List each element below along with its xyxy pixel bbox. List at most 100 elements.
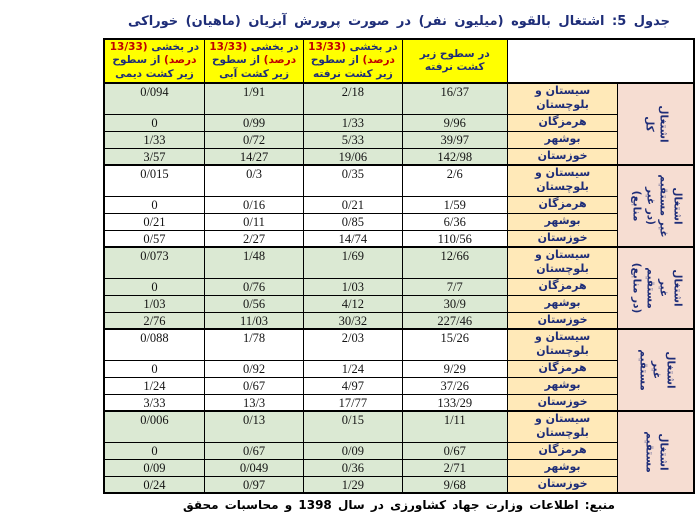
value-cell: 2/6 bbox=[401, 164, 508, 197]
value-cell: 0/16 bbox=[203, 195, 305, 214]
province-cell: هرمزگان bbox=[506, 195, 619, 214]
value-cell: 0/049 bbox=[203, 458, 305, 477]
header-highlight: (13/33 درصد) bbox=[209, 40, 297, 67]
value-cell: 0/24 bbox=[103, 475, 205, 494]
value-cell: 227/46 bbox=[401, 311, 508, 330]
table-row: اشتغال غیر مستقیم (در غیر منابع) سیستان و… bbox=[103, 164, 695, 248]
value-cell: 13/3 bbox=[203, 393, 305, 412]
header-col-part-untilled: در بخشی (13/33 درصد) از سطوح زیر کشت نرف… bbox=[303, 38, 403, 84]
value-cell: 0/094 bbox=[103, 82, 205, 115]
table-row: خوزستان 133/29 17/77 13/3 3/33 bbox=[103, 393, 694, 412]
table-row: بوشهر 6/36 0/85 0/11 0/21 bbox=[103, 212, 694, 231]
value-cell: 15/26 bbox=[401, 328, 508, 361]
value-cell: 0/35 bbox=[303, 164, 403, 197]
value-cell: 0/85 bbox=[303, 212, 403, 231]
province-cell: سیستان و بلوچستان bbox=[506, 246, 619, 279]
value-cell: 0/015 bbox=[103, 164, 205, 197]
value-cell: 133/29 bbox=[401, 393, 508, 412]
value-cell: 0/76 bbox=[203, 277, 305, 296]
table-row: هرمزگان 7/7 1/03 0/76 0 bbox=[103, 277, 694, 296]
value-cell: 0/21 bbox=[303, 195, 403, 214]
value-cell: 0/13 bbox=[203, 410, 305, 443]
value-cell: 1/78 bbox=[203, 328, 305, 361]
value-cell: 1/03 bbox=[303, 277, 403, 296]
row-group-label: اشتغال مستقیم bbox=[643, 431, 670, 473]
table-row: هرمزگان 9/29 1/24 0/92 0 bbox=[103, 359, 694, 378]
value-cell: 7/7 bbox=[401, 277, 508, 296]
province-cell: بوشهر bbox=[506, 376, 619, 395]
province-cell: خوزستان bbox=[506, 393, 619, 412]
table-row: هرمزگان 9/96 1/33 0/99 0 bbox=[103, 113, 694, 132]
value-cell: 0/67 bbox=[401, 441, 508, 460]
header-text: در سطوح زیر کشت نرفته bbox=[419, 47, 490, 73]
table-row: هرمزگان 1/59 0/21 0/16 0 bbox=[103, 195, 694, 214]
value-cell: 1/24 bbox=[303, 359, 403, 378]
value-cell: 12/66 bbox=[401, 246, 508, 279]
value-cell: 0/72 bbox=[203, 130, 305, 149]
province-cell: هرمزگان bbox=[506, 113, 619, 132]
value-cell: 37/26 bbox=[401, 376, 508, 395]
row-group-label: اشتغال غیر مستقیم (در غیر منابع) bbox=[629, 174, 683, 238]
table-row: خوزستان 142/98 19/06 14/27 3/57 bbox=[103, 147, 694, 166]
table-row: اشتغال غیر مستقیم (در منابع) سیستان و بلو… bbox=[103, 246, 695, 330]
province-cell: خوزستان bbox=[506, 229, 619, 248]
province-cell: خوزستان bbox=[506, 311, 619, 330]
value-cell: 30/32 bbox=[303, 311, 403, 330]
value-cell: 19/06 bbox=[303, 147, 403, 166]
value-cell: 1/33 bbox=[303, 113, 403, 132]
row-group-label: اشتغال غیر مستقیم (در منابع) bbox=[629, 262, 683, 314]
header-corner-cell bbox=[506, 38, 695, 84]
value-cell: 30/9 bbox=[401, 294, 508, 313]
province-cell: خوزستان bbox=[506, 147, 619, 166]
value-cell: 3/33 bbox=[103, 393, 205, 412]
row-group-cell-3: اشتغال غیر مستقیم bbox=[617, 328, 695, 412]
value-cell: 2/76 bbox=[103, 311, 205, 330]
table-row: خوزستان 9/68 1/29 0/97 0/24 bbox=[103, 475, 694, 494]
header-text: در بخشی bbox=[147, 40, 200, 53]
value-cell: 0/11 bbox=[203, 212, 305, 231]
value-cell: 0 bbox=[103, 113, 205, 132]
header-text: در بخشی bbox=[346, 40, 398, 53]
value-cell: 0/67 bbox=[203, 441, 305, 460]
value-cell: 0/36 bbox=[303, 458, 403, 477]
value-cell: 9/68 bbox=[401, 475, 508, 494]
row-group-cell-4: اشتغال مستقیم bbox=[617, 410, 695, 494]
row-group-cell-0: اشتغال کل bbox=[617, 82, 695, 166]
value-cell: 0 bbox=[103, 195, 205, 214]
table-row: اشتغال کل سیستان و بلوچستان 16/37 2/18 1/91 0… bbox=[103, 82, 695, 166]
value-cell: 0/3 bbox=[203, 164, 305, 197]
value-cell: 0/92 bbox=[203, 359, 305, 378]
value-cell: 0/97 bbox=[203, 475, 305, 494]
value-cell: 0/09 bbox=[103, 458, 205, 477]
row-group-label: اشتغال غیر مستقیم bbox=[636, 349, 677, 391]
value-cell: 9/29 bbox=[401, 359, 508, 378]
value-cell: 4/12 bbox=[303, 294, 403, 313]
value-cell: 17/77 bbox=[303, 393, 403, 412]
province-cell: هرمزگان bbox=[506, 359, 619, 378]
header-highlight: (13/33 درصد) bbox=[308, 40, 395, 67]
value-cell: 0/21 bbox=[103, 212, 205, 231]
value-cell: 4/97 bbox=[303, 376, 403, 395]
table-row: هرمزگان 0/67 0/09 0/67 0 bbox=[103, 441, 694, 460]
value-cell: 1/24 bbox=[103, 376, 205, 395]
value-cell: 0/56 bbox=[203, 294, 305, 313]
header-text: از سطوح زیر کشت نرفته bbox=[310, 54, 393, 80]
value-cell: 39/97 bbox=[401, 130, 508, 149]
header-col-untilled: در سطوح زیر کشت نرفته bbox=[401, 38, 508, 84]
value-cell: 0/15 bbox=[303, 410, 403, 443]
header-col-part-rainfed: در بخشی (13/33 درصد) از سطوح زیر کشت دیم… bbox=[103, 38, 205, 84]
source-note: منبع: اطلاعات وزارت جهاد کشاورزی در سال … bbox=[183, 498, 615, 513]
value-cell: 1/11 bbox=[401, 410, 508, 443]
row-group-label: اشتغال کل bbox=[643, 105, 670, 143]
row-group-cell-2: اشتغال غیر مستقیم (در منابع) bbox=[617, 246, 695, 330]
value-cell: 2/03 bbox=[303, 328, 403, 361]
province-cell: سیستان و بلوچستان bbox=[506, 82, 619, 115]
value-cell: 2/71 bbox=[401, 458, 508, 477]
province-cell: بوشهر bbox=[506, 130, 619, 149]
table-body: اشتغال کل سیستان و بلوچستان 16/37 2/18 1/91 0… bbox=[103, 82, 695, 494]
value-cell: 1/29 bbox=[303, 475, 403, 494]
value-cell: 1/69 bbox=[303, 246, 403, 279]
value-cell: 0/088 bbox=[103, 328, 205, 361]
row-group-cell-1: اشتغال غیر مستقیم (در غیر منابع) bbox=[617, 164, 695, 248]
value-cell: 1/48 bbox=[203, 246, 305, 279]
